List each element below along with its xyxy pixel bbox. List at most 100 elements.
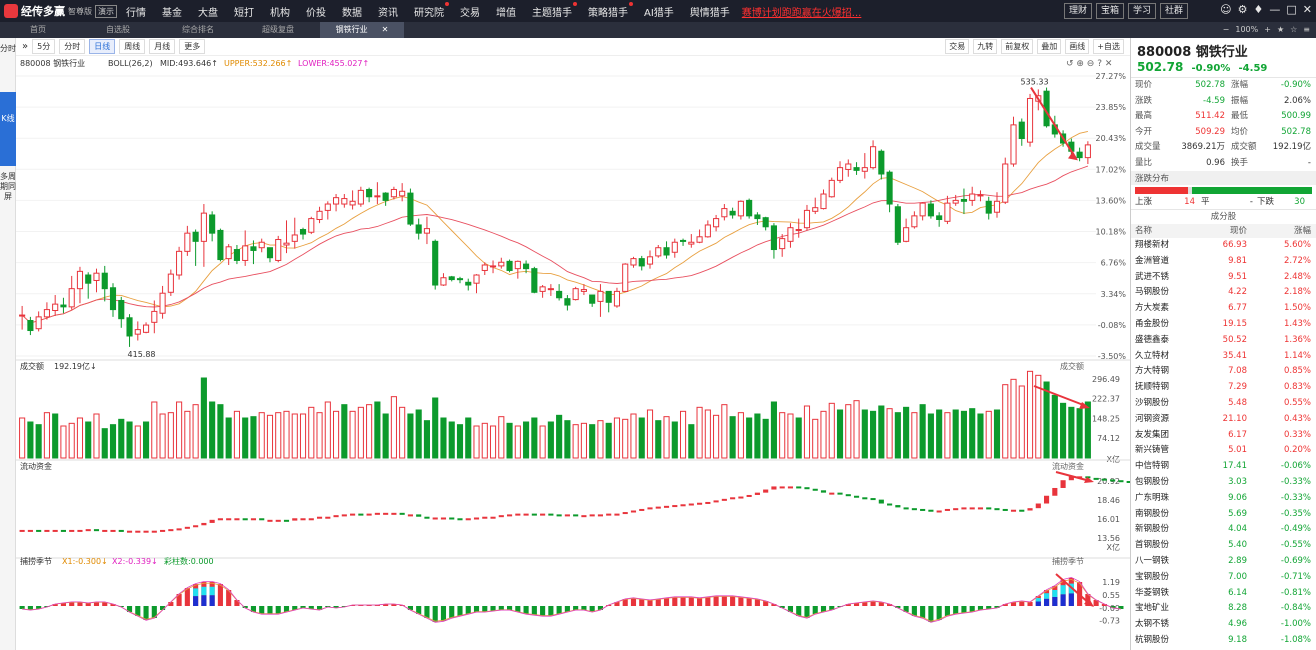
maximize-icon[interactable]: □ xyxy=(1286,3,1297,16)
zoom-in-icon[interactable]: + xyxy=(1264,25,1271,34)
chart-tool-button[interactable]: 交易 xyxy=(945,39,970,54)
list-item[interactable]: 马钢股份 4.22 2.18% xyxy=(1131,285,1316,301)
list-item[interactable]: 新兴铸管 5.01 0.20% xyxy=(1131,443,1316,459)
tab-item[interactable]: 钢铁行业 ✕ xyxy=(320,22,404,38)
flow-bar xyxy=(341,514,347,517)
season-blue-bar xyxy=(1052,597,1058,606)
period-button[interactable]: 周线 xyxy=(119,39,146,54)
list-item[interactable]: 盛德鑫泰 50.52 1.36% xyxy=(1131,333,1316,349)
period-button[interactable]: 更多 xyxy=(179,39,206,54)
menu-item[interactable]: AI猎手 xyxy=(644,7,674,19)
list-item[interactable]: 甬金股份 19.15 1.43% xyxy=(1131,317,1316,333)
flow-bar xyxy=(259,518,265,521)
top-button[interactable]: 学习 xyxy=(1127,3,1156,19)
menu-icon[interactable]: ≡ xyxy=(1303,25,1310,34)
chart-tool-button[interactable]: 前复权 xyxy=(1001,39,1034,54)
list-item[interactable]: 首钢股份 5.40 -0.55% xyxy=(1131,538,1316,554)
gear-icon[interactable]: ⚙ xyxy=(1237,3,1248,16)
kline-chart[interactable]: 27.27% 23.85% 20.43% 17.02% 13.60% 10.18% 6.76… xyxy=(16,56,1130,650)
list-item[interactable]: 方大炭素 6.77 1.50% xyxy=(1131,301,1316,317)
season-bar xyxy=(366,605,372,606)
list-item[interactable]: 方大特钢 7.08 0.85% xyxy=(1131,364,1316,380)
period-button[interactable]: 月线 xyxy=(149,39,176,54)
list-item[interactable]: 八一钢铁 2.89 -0.69% xyxy=(1131,554,1316,570)
volume-bar xyxy=(1035,374,1042,459)
promo-link[interactable]: 赛博计划跑跑赢在火爆招... xyxy=(741,7,862,19)
menu-item[interactable]: 交易 xyxy=(460,7,480,19)
top-button[interactable]: 社群 xyxy=(1159,3,1188,19)
chart-tool-button[interactable]: 九转 xyxy=(973,39,998,54)
star-icon[interactable]: ★ xyxy=(1276,25,1285,34)
period-button[interactable]: 5分 xyxy=(32,39,56,54)
quote-row: 成交量 3869.21万 成交额 192.19亿 xyxy=(1131,140,1316,156)
panel-controls[interactable]: ↺ ⊕ ⊖ ? ✕ xyxy=(1066,59,1112,69)
candle xyxy=(663,247,670,256)
cons-col-chg[interactable]: 涨幅 xyxy=(1293,226,1311,236)
season-bar xyxy=(507,606,513,610)
menu-item[interactable]: 舆情猎手 xyxy=(689,7,730,19)
expand-icon[interactable]: » xyxy=(22,41,29,52)
cons-col-name[interactable]: 名称 xyxy=(1135,226,1153,236)
tab-item[interactable]: 超级复盘 xyxy=(240,22,316,38)
list-item[interactable]: 杭钢股份 9.18 -1.08% xyxy=(1131,633,1316,649)
chart-tool-button[interactable]: 叠加 xyxy=(1037,39,1062,54)
list-item[interactable]: 友发集团 6.17 0.33% xyxy=(1131,428,1316,444)
list-item[interactable]: 河钢资源 21.10 0.43% xyxy=(1131,412,1316,428)
list-item[interactable]: 太钢不锈 4.96 -1.00% xyxy=(1131,617,1316,633)
menu-item[interactable]: 基金 xyxy=(162,7,182,19)
list-item[interactable]: 中信特钢 17.41 -0.06% xyxy=(1131,459,1316,475)
cons-price: 9.81 xyxy=(1228,255,1247,266)
menu-item[interactable]: 策略猎手 xyxy=(588,1,633,19)
top-button[interactable]: 宝箱 xyxy=(1095,3,1124,19)
left-tab-kline[interactable]: K线 xyxy=(0,92,16,166)
list-item[interactable]: 广东明珠 9.06 -0.33% xyxy=(1131,491,1316,507)
period-button[interactable]: 分时 xyxy=(59,39,86,54)
close-icon[interactable]: ✕ xyxy=(1302,3,1312,16)
season-arrow xyxy=(1055,573,1091,605)
menu-item[interactable]: 增值 xyxy=(496,7,516,19)
left-tab-timeshare[interactable]: 分时 xyxy=(0,44,16,53)
list-item[interactable]: 武进不锈 9.51 2.48% xyxy=(1131,270,1316,286)
star-outline-icon[interactable]: ☆ xyxy=(1290,25,1298,34)
tab-item[interactable]: 综合排名 xyxy=(160,22,236,38)
list-item[interactable]: 抚顺特钢 7.29 0.83% xyxy=(1131,380,1316,396)
list-item[interactable]: 新钢股份 4.04 -0.49% xyxy=(1131,522,1316,538)
zoom-out-icon[interactable]: − xyxy=(1222,25,1230,34)
list-item[interactable]: 南钢股份 5.69 -0.35% xyxy=(1131,507,1316,523)
chart-tool-button[interactable]: +自选 xyxy=(1093,39,1124,54)
list-item[interactable]: 宝钢股份 7.00 -0.71% xyxy=(1131,570,1316,586)
menu-item[interactable]: 主题猎手 xyxy=(532,1,577,19)
list-item[interactable]: 沙钢股份 5.48 0.55% xyxy=(1131,396,1316,412)
menu-item[interactable]: 研究院 xyxy=(414,1,449,19)
menu-item[interactable]: 资讯 xyxy=(378,7,398,19)
cons-col-price[interactable]: 现价 xyxy=(1229,226,1247,236)
list-item[interactable]: 久立特材 35.41 1.14% xyxy=(1131,349,1316,365)
period-button[interactable]: 日线 xyxy=(89,39,116,54)
list-item[interactable]: 翔楼新材 66.93 5.60% xyxy=(1131,238,1316,254)
season-bar xyxy=(316,606,323,610)
flow-bar xyxy=(52,529,58,532)
flow-bar xyxy=(920,508,926,511)
season-bar xyxy=(820,606,827,612)
candle xyxy=(523,263,530,270)
top-button[interactable]: 理财 xyxy=(1063,3,1092,19)
tab-close-icon[interactable]: ✕ xyxy=(381,25,389,34)
menu-item[interactable]: 行情 xyxy=(126,7,146,19)
menu-item[interactable]: 大盘 xyxy=(198,7,218,19)
list-item[interactable]: 宝地矿业 8.28 -0.84% xyxy=(1131,601,1316,617)
left-tab-multiperiod[interactable]: 多周期同屏 xyxy=(0,172,16,201)
menu-item[interactable]: 机构 xyxy=(270,7,290,19)
tab-item[interactable]: 自选股 xyxy=(80,22,156,38)
tab-item[interactable]: 首页 xyxy=(0,22,76,38)
menu-item[interactable]: 短打 xyxy=(234,7,254,19)
list-item[interactable]: 华菱钢铁 6.14 -0.81% xyxy=(1131,586,1316,602)
chart-tool-button[interactable]: 画线 xyxy=(1065,39,1090,54)
user-icon[interactable]: ☺ xyxy=(1220,3,1232,16)
minimize-icon[interactable]: — xyxy=(1269,3,1281,16)
list-item[interactable]: 包钢股份 3.03 -0.33% xyxy=(1131,475,1316,491)
menu-item[interactable]: 数据 xyxy=(342,7,362,19)
list-item[interactable]: 金洲管道 9.81 2.72% xyxy=(1131,254,1316,270)
shirt-icon[interactable]: ♦ xyxy=(1253,3,1264,16)
menu-item[interactable]: 价投 xyxy=(306,7,326,19)
quote-table: 现价 502.78 涨幅 -0.90% 涨跌 -4.59 振幅 2.06% 最高 511.42 最低… xyxy=(1131,78,1316,171)
